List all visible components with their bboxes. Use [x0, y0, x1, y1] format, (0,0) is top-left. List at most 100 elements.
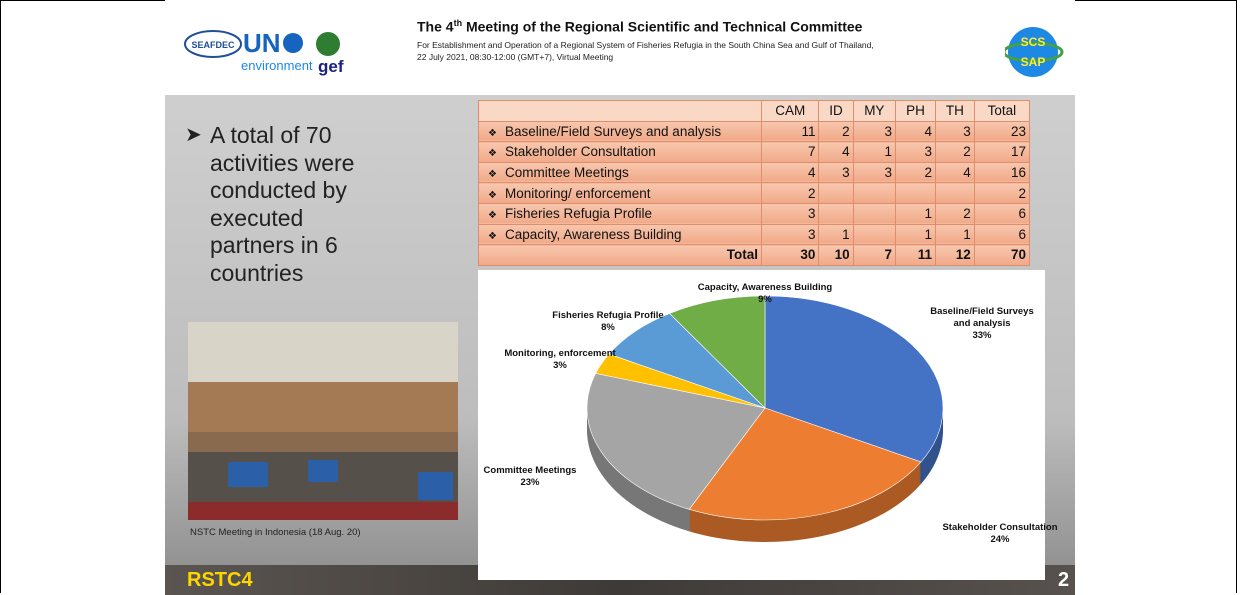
pie-label-name: Stakeholder Consultation — [942, 522, 1058, 533]
summary-line: countries — [210, 259, 304, 286]
table-cell: 3 — [934, 120, 975, 143]
photo-screen — [308, 460, 338, 482]
title-rest: Meeting of the Regional Scientific and T… — [462, 18, 863, 35]
table-cell: 70 — [973, 244, 1031, 266]
table-cell: 2 — [894, 161, 936, 184]
row-label: Baseline/Field Surveys and analysis — [478, 120, 762, 143]
table-cell — [852, 182, 896, 204]
summary: A total of 70 activities were conducted by… — [210, 122, 354, 287]
table-cell — [818, 202, 854, 225]
subtitle: 22 July 2021, 08:30-12:00 (GMT+7), Virtu… — [417, 52, 614, 62]
pie-slice — [608, 313, 766, 409]
table-cell: 1 — [818, 223, 854, 246]
row-label: Stakeholder Consultation — [478, 141, 762, 163]
gef-globe — [316, 32, 340, 56]
title-sup: th — [453, 18, 463, 28]
title: The 4th Meeting of the Regional Scientif… — [417, 18, 862, 35]
activity-table: CAMIDMYPHTHTotalBaseline/Field Surveys a… — [478, 100, 1031, 266]
table-cell — [852, 202, 896, 225]
table-cell: 11 — [760, 120, 820, 143]
table-cell — [818, 182, 854, 204]
table-cell — [894, 182, 936, 204]
header: SEAFDEC UN environment gef The 4th Meeti… — [165, 0, 1075, 95]
summary-line: executed — [210, 204, 304, 231]
header-row: CAM ID MY PH TH Total — [478, 100, 1031, 122]
table-cell — [934, 182, 975, 204]
table-cell: 30 — [760, 244, 820, 266]
table-cell: 3 — [852, 120, 896, 143]
un-emblem — [283, 33, 303, 53]
pie-label-name: Baseline/Field Surveys and analysis — [930, 306, 1034, 329]
pie-label-name: Capacity, Awareness Building — [697, 282, 833, 293]
logo-ring — [1005, 41, 1064, 63]
pie-label-name: Fisheries Refugia Profile — [552, 310, 664, 321]
table-cell: 6 — [973, 202, 1031, 225]
pie-chart — [586, 295, 944, 542]
column-header: TH — [934, 100, 975, 122]
bullet: ➤ — [185, 124, 202, 146]
table-cell: 3 — [818, 161, 854, 184]
row-label: Fisheries Refugia Profile — [478, 202, 762, 225]
pie-label-value: 3% — [553, 360, 567, 371]
column-header: ID — [818, 100, 854, 122]
pie-label: Baseline/Field Surveys and analysis 33% — [922, 306, 1042, 342]
row-label: Monitoring/ enforcement — [478, 182, 762, 204]
table-cell: 2 — [760, 182, 820, 204]
summary-line: partners in 6 — [210, 232, 338, 258]
column-header: Total — [973, 100, 1031, 122]
photo-screen — [228, 462, 268, 487]
pie-label-name: Monitoring, enforcement — [504, 348, 616, 359]
table-cell: 3 — [760, 202, 820, 225]
photo — [188, 322, 458, 520]
pie-label-value: 8% — [601, 322, 615, 333]
pie-slice — [669, 295, 766, 409]
gef-text: gef — [318, 57, 344, 76]
pie-slice — [688, 407, 922, 521]
pie-label: Committee Meetings 23% — [470, 465, 590, 489]
table-cell: 23 — [973, 120, 1031, 143]
table-cell: 1 — [894, 223, 936, 246]
table-cell: 3 — [852, 161, 896, 184]
photo-ceiling — [188, 322, 458, 382]
table-cell: 12 — [934, 244, 975, 266]
scs-text: SCS — [1021, 35, 1046, 49]
table-cell: 17 — [973, 141, 1031, 163]
row-label: Committee Meetings — [478, 161, 762, 184]
table-cell: 10 — [818, 244, 854, 266]
row-label: Total — [478, 244, 762, 266]
pie-label-name: Committee Meetings — [483, 465, 577, 476]
summary-line: conducted by — [210, 177, 347, 203]
table-cell: 3 — [894, 141, 936, 163]
photo-screen — [418, 472, 453, 500]
table-cell: 16 — [973, 161, 1031, 184]
scs-sap-logo: SCS SAP — [1005, 27, 1064, 77]
pie-slice — [764, 295, 944, 463]
un-text: UN — [243, 28, 281, 58]
environment-text: environment — [241, 58, 313, 73]
table-cell: 4 — [894, 120, 936, 143]
pie-label-value: 9% — [758, 294, 772, 305]
subtitle: For Establishment and Operation of a Reg… — [417, 40, 874, 50]
logo-globe — [1008, 27, 1058, 77]
column-header: CAM — [760, 100, 820, 122]
table-cell: 4 — [818, 141, 854, 163]
table-cell: 4 — [934, 161, 975, 184]
summary-line: A total of 70 — [210, 122, 332, 148]
pie-panel — [478, 270, 1045, 580]
table-cell: 1 — [934, 223, 975, 246]
logos: SEAFDEC UN environment gef — [184, 28, 344, 76]
table-cell: 2 — [934, 202, 975, 225]
table-cell: 4 — [760, 161, 820, 184]
pie-label: Monitoring, enforcement 3% — [495, 348, 625, 372]
table-cell: 7 — [760, 141, 820, 163]
column-header: PH — [894, 100, 936, 122]
pie-label-value: 24% — [990, 534, 1010, 545]
pie-label: Fisheries Refugia Profile 8% — [548, 310, 668, 334]
pie-slice — [586, 373, 766, 510]
table-cell — [852, 223, 896, 246]
